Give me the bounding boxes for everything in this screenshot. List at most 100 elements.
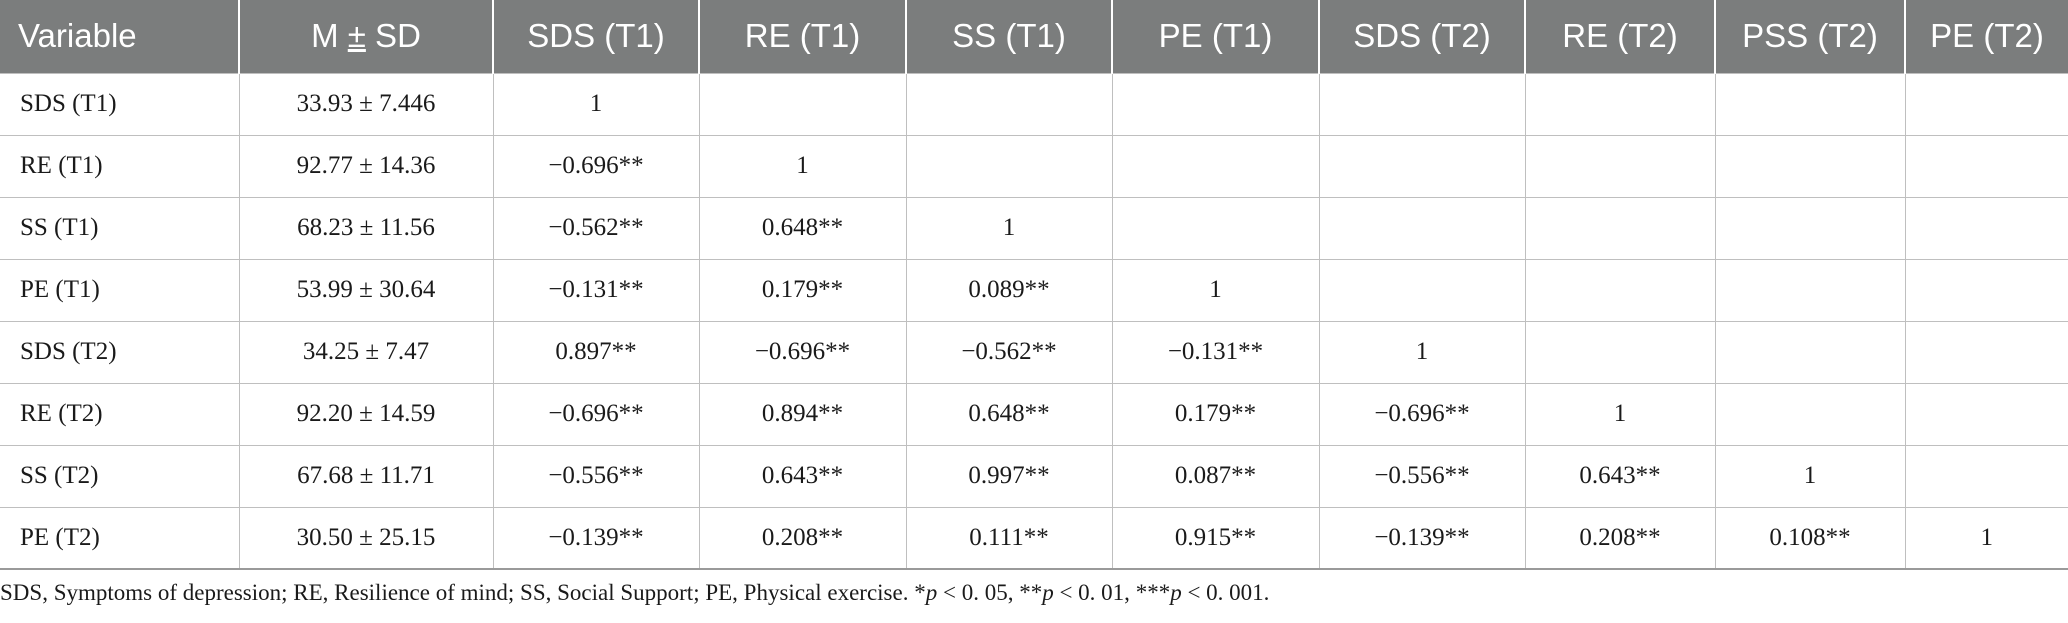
correlation-cell: −0.696** xyxy=(698,320,907,384)
correlation-cell xyxy=(1318,134,1526,198)
correlation-cell: 1 xyxy=(1524,382,1716,446)
mean-sd-cell: 92.77 ± 14.36 xyxy=(238,134,494,198)
correlation-cell: 0.894** xyxy=(698,382,907,446)
correlation-cell: 1 xyxy=(1714,444,1906,508)
correlation-cell xyxy=(1318,196,1526,260)
correlation-cell xyxy=(698,72,907,136)
mean-sd-cell: 92.20 ± 14.59 xyxy=(238,382,494,446)
correlation-cell xyxy=(1318,72,1526,136)
correlation-cell xyxy=(1524,320,1716,384)
correlation-cell: 1 xyxy=(1904,506,2068,570)
correlation-cell: −0.696** xyxy=(492,134,700,198)
correlation-cell xyxy=(1904,134,2068,198)
table-footnote: SDS, Symptoms of depression; RE, Resilie… xyxy=(0,580,1269,606)
correlation-cell: 0.179** xyxy=(698,258,907,322)
correlation-cell xyxy=(1714,258,1906,322)
mean-sd-cell: 53.99 ± 30.64 xyxy=(238,258,494,322)
correlation-cell xyxy=(1524,258,1716,322)
correlation-cell: 1 xyxy=(1318,320,1526,384)
correlation-cell: 0.208** xyxy=(698,506,907,570)
correlation-cell xyxy=(1524,72,1716,136)
correlation-cell: −0.696** xyxy=(492,382,700,446)
correlation-cell xyxy=(905,134,1113,198)
correlation-cell: 0.997** xyxy=(905,444,1113,508)
column-header: PSS (T2) xyxy=(1714,0,1905,73)
correlation-cell: −0.562** xyxy=(492,196,700,260)
column-header: SS (T1) xyxy=(905,0,1112,73)
footnote-sig1-p: p xyxy=(925,580,938,605)
footnote-sig1-stars: * xyxy=(914,580,926,605)
correlation-cell: 0.648** xyxy=(905,382,1113,446)
mean-sd-cell: 30.50 ± 25.15 xyxy=(238,506,494,570)
correlation-cell xyxy=(1904,444,2068,508)
correlation-cell: −0.131** xyxy=(1111,320,1320,384)
footnote-sig2-p: p xyxy=(1042,580,1054,605)
correlation-cell xyxy=(1111,72,1320,136)
correlation-cell xyxy=(905,72,1113,136)
table-row: SDS (T2) 34.25 ± 7.47 0.897** −0.696** −0.56… xyxy=(0,320,2068,384)
correlation-cell: −0.562** xyxy=(905,320,1113,384)
row-label: SS (T1) xyxy=(0,196,240,260)
correlation-cell: −0.139** xyxy=(492,506,700,570)
correlation-cell: 0.089** xyxy=(905,258,1113,322)
footnote-sig3-p: p xyxy=(1170,580,1182,605)
row-label: PE (T1) xyxy=(0,258,240,322)
correlation-cell xyxy=(1904,72,2068,136)
correlation-cell: 1 xyxy=(492,72,700,136)
column-header: RE (T2) xyxy=(1524,0,1715,73)
correlation-cell xyxy=(1524,134,1716,198)
mean-sd-cell: 33.93 ± 7.446 xyxy=(238,72,494,136)
table-body: SDS (T1) 33.93 ± 7.446 1 RE (T1) 92.77 ± 14.… xyxy=(0,72,2068,570)
row-label: SDS (T2) xyxy=(0,320,240,384)
row-label: RE (T1) xyxy=(0,134,240,198)
mean-sd-cell: 68.23 ± 11.56 xyxy=(238,196,494,260)
correlation-cell: −0.139** xyxy=(1318,506,1526,570)
footnote-sig3-stars: *** xyxy=(1135,580,1171,605)
table-row: RE (T2) 92.20 ± 14.59 −0.696** 0.894** 0.648… xyxy=(0,382,2068,446)
correlation-cell: 1 xyxy=(1111,258,1320,322)
correlation-cell: 0.111** xyxy=(905,506,1113,570)
header-row: Variable M ± SD SDS (T1) RE (T1) SS (T1) PE (… xyxy=(0,0,2068,73)
correlation-cell xyxy=(1904,196,2068,260)
correlation-cell: 0.108** xyxy=(1714,506,1906,570)
correlation-cell: −0.556** xyxy=(492,444,700,508)
table-row: PE (T2) 30.50 ± 25.15 −0.139** 0.208** 0.111… xyxy=(0,506,2068,570)
footnote-sig2-rest: < 0. 01, xyxy=(1053,580,1136,605)
correlation-cell: 0.915** xyxy=(1111,506,1320,570)
correlation-cell xyxy=(1524,196,1716,260)
correlation-cell: −0.696** xyxy=(1318,382,1526,446)
correlation-cell xyxy=(1714,72,1906,136)
correlation-cell: 0.179** xyxy=(1111,382,1320,446)
correlation-cell: 1 xyxy=(905,196,1113,260)
correlation-cell xyxy=(1111,196,1320,260)
table-row: PE (T1) 53.99 ± 30.64 −0.131** 0.179** 0.089… xyxy=(0,258,2068,322)
table-row: SDS (T1) 33.93 ± 7.446 1 xyxy=(0,72,2068,136)
row-label: SDS (T1) xyxy=(0,72,240,136)
correlation-cell: 1 xyxy=(698,134,907,198)
correlation-cell: 0.648** xyxy=(698,196,907,260)
correlation-cell: 0.643** xyxy=(698,444,907,508)
correlation-cell xyxy=(1904,382,2068,446)
table-row: SS (T2) 67.68 ± 11.71 −0.556** 0.643** 0.997… xyxy=(0,444,2068,508)
row-label: SS (T2) xyxy=(0,444,240,508)
table-row: SS (T1) 68.23 ± 11.56 −0.562** 0.648** 1 xyxy=(0,196,2068,260)
correlation-table: Variable M ± SD SDS (T1) RE (T1) SS (T1) PE (… xyxy=(0,0,2068,570)
column-header: PE (T1) xyxy=(1111,0,1319,73)
correlation-cell: 0.087** xyxy=(1111,444,1320,508)
correlation-cell: 0.208** xyxy=(1524,506,1716,570)
correlation-cell xyxy=(1714,134,1906,198)
correlation-cell: 0.897** xyxy=(492,320,700,384)
table-row: RE (T1) 92.77 ± 14.36 −0.696** 1 xyxy=(0,134,2068,198)
table-header: Variable M ± SD SDS (T1) RE (T1) SS (T1) PE (… xyxy=(0,0,2068,73)
column-header: Variable xyxy=(0,0,239,73)
correlation-cell: −0.556** xyxy=(1318,444,1526,508)
mean-sd-cell: 67.68 ± 11.71 xyxy=(238,444,494,508)
column-header: PE (T2) xyxy=(1904,0,2068,73)
correlation-cell: 0.643** xyxy=(1524,444,1716,508)
column-header: RE (T1) xyxy=(698,0,906,73)
correlation-cell xyxy=(1318,258,1526,322)
mean-sd-cell: 34.25 ± 7.47 xyxy=(238,320,494,384)
correlation-cell: −0.131** xyxy=(492,258,700,322)
correlation-cell xyxy=(1714,196,1906,260)
plus-minus-symbol: ± xyxy=(347,17,366,55)
